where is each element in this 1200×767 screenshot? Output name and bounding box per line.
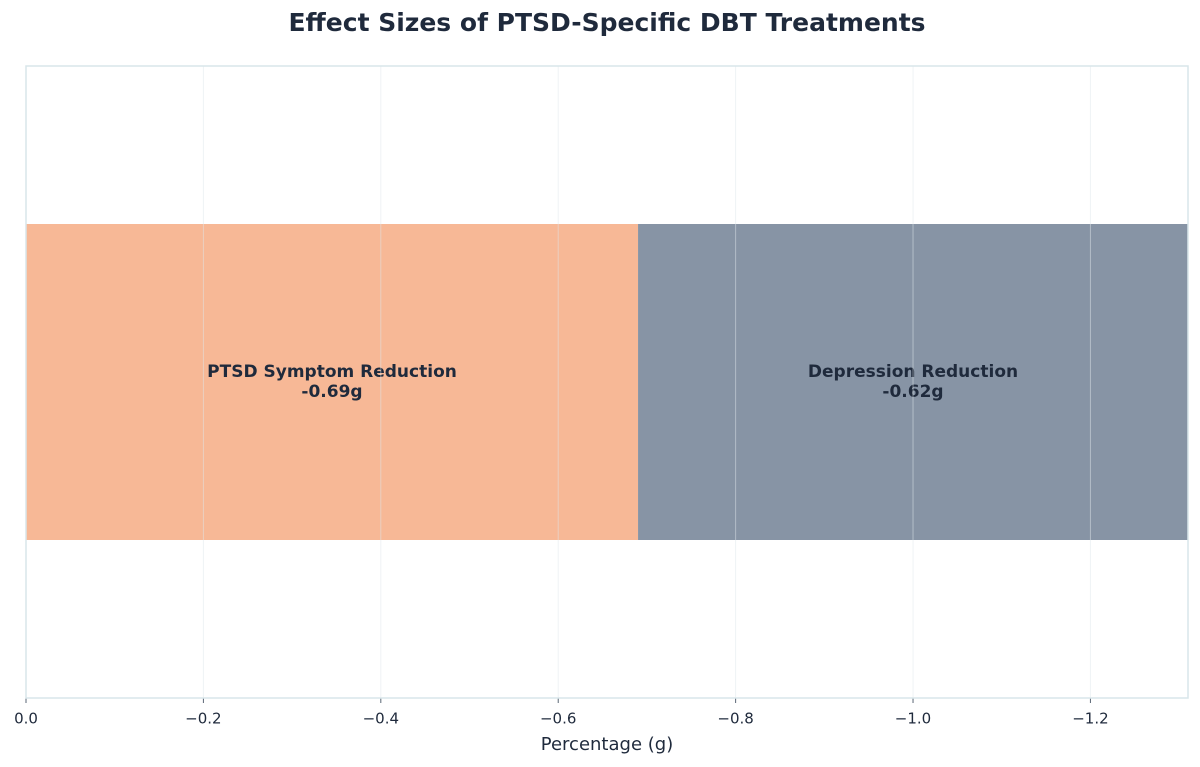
x-tick-label: −0.4 (363, 710, 399, 728)
plot-frame (25, 65, 1189, 699)
x-tick-label: 0.0 (14, 710, 38, 728)
segment-name: PTSD Symptom Reduction (207, 362, 457, 382)
x-axis-label: Percentage (g) (541, 734, 673, 755)
x-tick-label: −0.6 (540, 710, 576, 728)
chart-title: Effect Sizes of PTSD-Specific DBT Treatm… (288, 8, 925, 37)
x-tick-label: −0.2 (185, 710, 221, 728)
x-tick-label: −0.8 (717, 710, 753, 728)
x-tick-label: −1.2 (1072, 710, 1108, 728)
bar-segment (26, 224, 639, 540)
segment-value-label: -0.69g (301, 382, 362, 402)
x-tick-label: −1.0 (895, 710, 931, 728)
